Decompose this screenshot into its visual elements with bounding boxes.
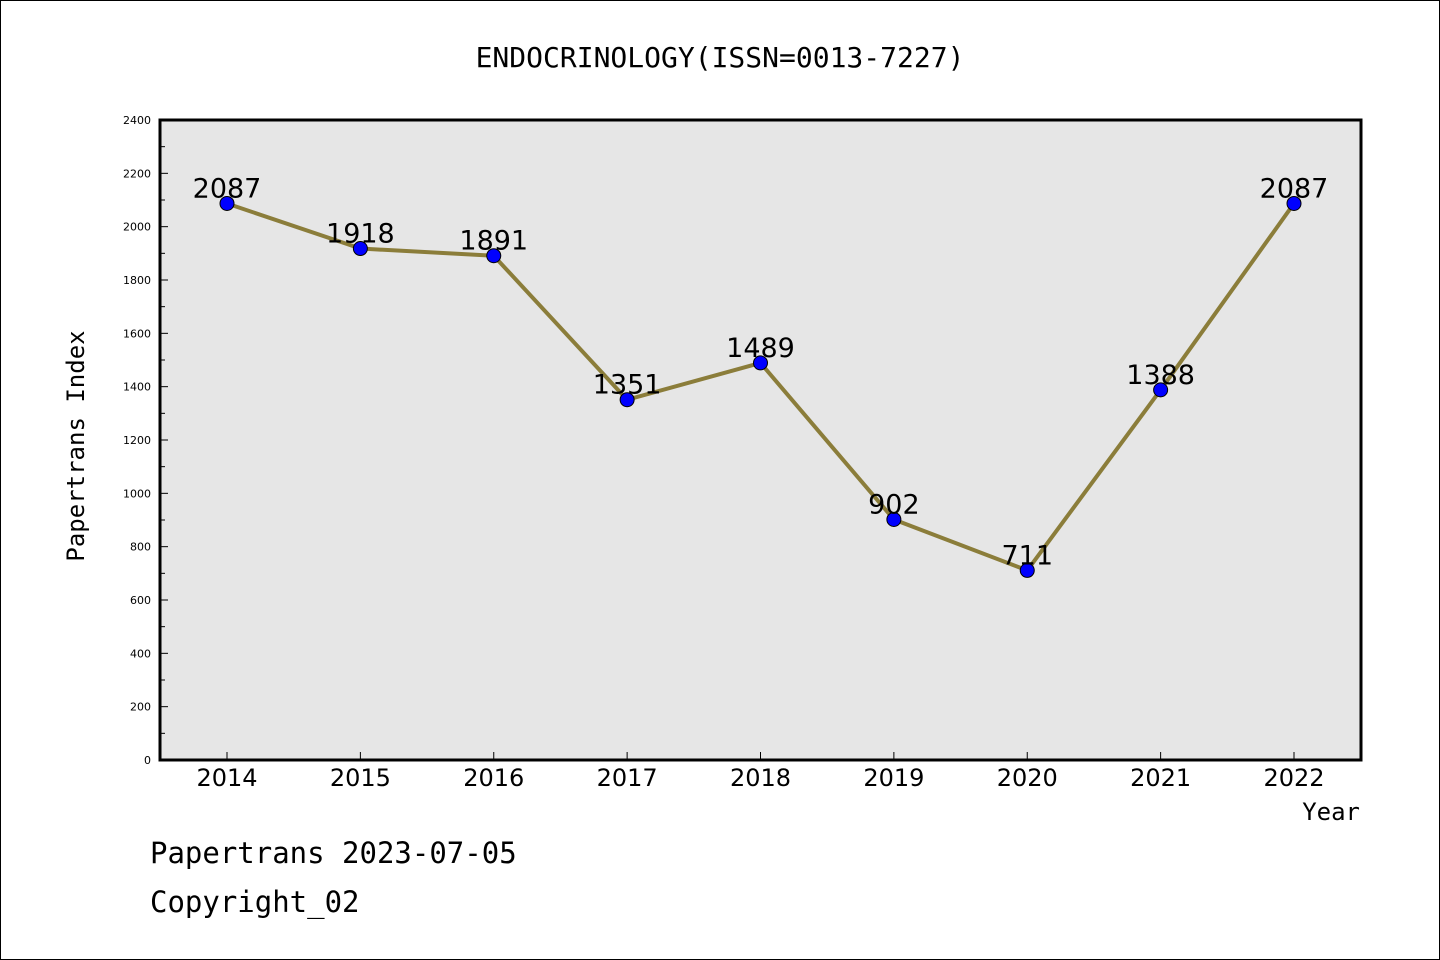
x-tick-label: 2015 (330, 764, 391, 792)
data-label: 2087 (1260, 173, 1329, 204)
data-label: 1388 (1126, 360, 1195, 391)
x-axis-label: Year (1302, 798, 1360, 826)
y-tick-label: 1000 (123, 487, 151, 500)
data-label: 1918 (326, 219, 395, 250)
series-group (219, 195, 1302, 578)
x-tick-label: 2019 (863, 764, 924, 792)
y-tick-label: 0 (144, 754, 151, 767)
x-tick-label: 2016 (463, 764, 524, 792)
data-point (753, 355, 768, 371)
x-tick-label: 2018 (730, 764, 791, 792)
y-axis: 0 200 400 600 800 1000 1200 1400 1600 1800 2000 220… (123, 114, 168, 767)
data-point (1286, 195, 1302, 211)
y-tick-label: 1800 (123, 274, 151, 287)
y-tick-label: 600 (130, 594, 151, 607)
y-tick-label: 1400 (123, 381, 151, 394)
y-tick-label: 2000 (123, 221, 151, 234)
data-point (486, 248, 502, 264)
data-point (1153, 382, 1169, 398)
x-tick-label: 2020 (997, 764, 1058, 792)
data-point (1019, 562, 1035, 578)
data-label: 1489 (726, 333, 795, 364)
x-tick-label: 2021 (1130, 764, 1191, 792)
x-tick-label: 2014 (196, 764, 257, 792)
x-axis: 2014 2015 2016 2017 2018 2019 2020 2021 2022 (196, 752, 1325, 792)
data-label: 2087 (193, 173, 262, 204)
y-tick-label: 2400 (123, 114, 151, 127)
y-tick-label: 1600 (123, 327, 151, 340)
data-point (619, 392, 635, 408)
y-tick-label: 200 (130, 701, 151, 714)
footer-source: Papertrans 2023-07-05 (150, 836, 517, 870)
y-tick-label: 800 (130, 541, 151, 554)
footer-copyright: Copyright_02 (150, 885, 360, 919)
data-label: 1351 (593, 370, 662, 401)
data-label: 902 (868, 489, 920, 520)
data-point (352, 241, 368, 257)
y-tick-label: 400 (130, 647, 151, 660)
x-tick-label: 2017 (597, 764, 658, 792)
x-tick-label: 2022 (1263, 764, 1324, 792)
data-label: 1891 (459, 226, 528, 257)
data-labels: 2087 1918 1891 1351 1489 902 711 1388 2087 (193, 173, 1329, 571)
data-point (886, 511, 902, 527)
plot-area (158, 118, 1363, 762)
data-label: 711 (1001, 540, 1053, 571)
chart-title: ENDOCRINOLOGY(ISSN=0013-7227) (476, 41, 965, 74)
data-point (219, 195, 235, 211)
y-axis-label: Papertrans Index (62, 330, 90, 561)
y-tick-label: 2200 (123, 167, 151, 180)
y-tick-label: 1200 (123, 434, 151, 447)
